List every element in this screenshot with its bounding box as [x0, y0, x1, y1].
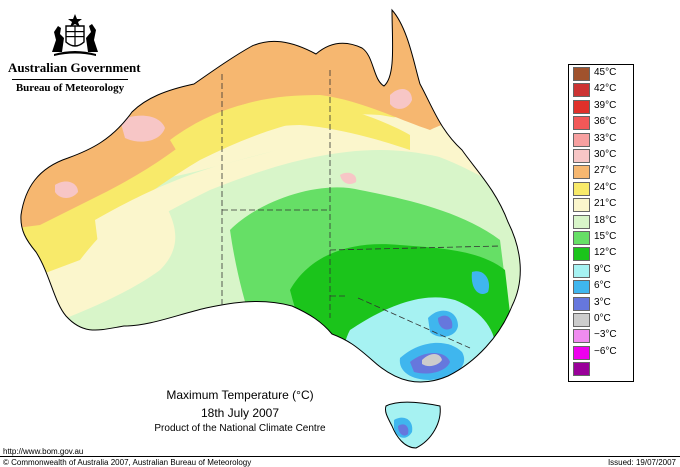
temperature-legend: 45°C 42°C 39°C 36°C 33°C 30°C 27°C 24°C 21°C 18°C…: [568, 64, 634, 382]
legend-item: 33°C: [569, 131, 633, 147]
legend-swatch: [573, 67, 590, 81]
legend-item: 21°C: [569, 196, 633, 213]
legend-swatch: [573, 83, 590, 98]
legend-label: −3°C: [594, 329, 617, 341]
logo-divider: [12, 79, 128, 80]
legend-item: 12°C: [569, 245, 633, 262]
issued-date: Issued: 19/07/2007: [607, 458, 676, 467]
legend-swatch: [573, 198, 590, 213]
legend-item: [569, 360, 633, 377]
legend-label: 15°C: [594, 231, 617, 242]
legend-item: 36°C: [569, 114, 633, 131]
legend-item: −3°C: [569, 327, 633, 344]
footer-divider: [0, 456, 680, 457]
coat-of-arms-icon: [52, 14, 98, 56]
legend-item: 24°C: [569, 180, 633, 196]
legend-item: 39°C: [569, 98, 633, 114]
legend-item: 6°C: [569, 278, 633, 295]
legend-label: 42°C: [594, 83, 617, 95]
legend-swatch: [573, 313, 590, 327]
product-credit: Product of the National Climate Centre: [154, 423, 326, 434]
legend-item: 27°C: [569, 163, 633, 180]
legend-item: 30°C: [569, 147, 633, 163]
legend-label: 27°C: [594, 165, 617, 177]
government-name: Australian Government: [8, 60, 141, 75]
legend-label: 3°C: [594, 296, 611, 308]
map-date: 18th July 2007: [200, 406, 280, 420]
legend-label: 9°C: [594, 263, 611, 275]
legend-label: 45°C: [594, 67, 617, 78]
legend-item: −6°C: [569, 344, 633, 360]
legend-label: 24°C: [594, 181, 617, 193]
bom-logo: Australian Government Bureau of Meteorol…: [8, 8, 141, 98]
legend-item: 45°C: [569, 65, 633, 81]
bureau-name: Bureau of Meteorology: [15, 82, 125, 94]
legend-swatch: [573, 214, 590, 229]
legend-label: −6°C: [594, 345, 617, 357]
legend-swatch: [573, 116, 590, 131]
legend-label: 39°C: [594, 99, 617, 111]
legend-item: 42°C: [569, 81, 633, 98]
legend-label: 12°C: [594, 247, 617, 259]
legend-swatch: [573, 263, 590, 278]
legend-label: 36°C: [594, 116, 617, 128]
legend-swatch: [573, 247, 590, 262]
legend-swatch: [573, 99, 590, 114]
legend-swatch: [573, 132, 590, 147]
legend-item: 18°C: [569, 213, 633, 229]
legend-item: 0°C: [569, 311, 633, 327]
legend-label: 30°C: [594, 149, 617, 160]
legend-swatch: [573, 329, 590, 344]
coastline: [20, 8, 521, 383]
legend-label: 33°C: [594, 132, 617, 144]
copyright-notice: © Commonwealth of Australia 2007, Austra…: [3, 458, 252, 467]
legend-swatch: [573, 149, 590, 163]
legend-swatch: [573, 280, 590, 295]
legend-swatch: [573, 231, 590, 245]
website-link[interactable]: http://www.bom.gov.au: [3, 447, 84, 456]
legend-item: 9°C: [569, 262, 633, 278]
map-title: Maximum Temperature (°C): [166, 388, 314, 402]
legend-swatch: [573, 181, 590, 196]
legend-swatch: [573, 362, 590, 377]
legend-label: 0°C: [594, 313, 611, 324]
legend-label: 21°C: [594, 198, 617, 210]
legend-item: 15°C: [569, 229, 633, 245]
legend-label: 18°C: [594, 214, 617, 226]
legend-label: 6°C: [594, 280, 611, 292]
mainland-map: [20, 10, 521, 383]
legend-swatch: [573, 165, 590, 180]
legend-swatch: [573, 296, 590, 311]
legend-swatch: [573, 345, 590, 360]
legend-item: 3°C: [569, 295, 633, 311]
state-borders: [221, 70, 501, 349]
